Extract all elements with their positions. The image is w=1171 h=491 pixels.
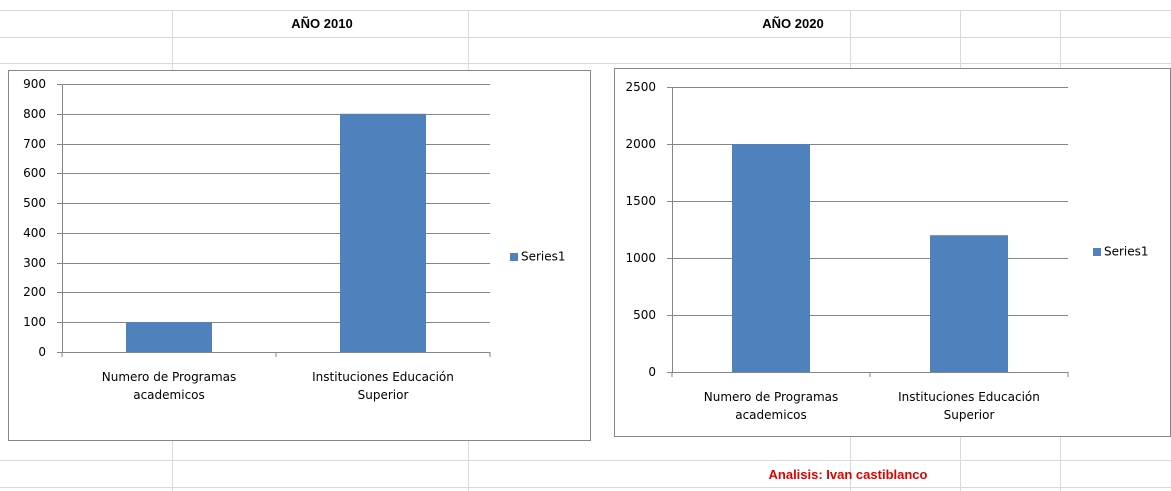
x-tick-label: Numero de Programas academicos: [101, 370, 237, 402]
y-tick-label: 2500: [625, 80, 656, 94]
y-tick-label: 900: [23, 77, 46, 91]
chart-area: [8, 70, 591, 441]
header: AÑO 2010: [291, 16, 353, 31]
y-tick-label: 300: [23, 256, 46, 270]
y-tick-label: 700: [23, 137, 46, 151]
y-tick-label: 0: [648, 365, 656, 379]
y-tick-label: 200: [23, 285, 46, 299]
x-tick-label: Numero de Programas academicos: [703, 390, 839, 422]
y-tick-label: 2000: [625, 137, 656, 151]
y-tick-label: 800: [23, 107, 46, 121]
y-tick-label: 0: [38, 345, 46, 359]
y-tick-label: 500: [633, 308, 656, 322]
x-tick-label: Instituciones Educación Superior: [312, 370, 454, 402]
y-tick-label: 100: [23, 315, 46, 329]
bar: [732, 144, 810, 372]
legend-label: Series1: [521, 250, 566, 264]
bar: [930, 235, 1008, 372]
footer-note: Analisis: Ivan castiblanco: [768, 467, 928, 482]
chart-area: [614, 68, 1171, 437]
legend-label: Series1: [1104, 245, 1149, 259]
y-tick-label: 1500: [625, 194, 656, 208]
x-tick-label: Instituciones Educación Superior: [898, 390, 1040, 422]
y-tick-label: 600: [23, 166, 46, 180]
bar: [340, 113, 426, 353]
bar: [126, 322, 212, 352]
y-tick-label: 500: [23, 196, 46, 210]
header: AÑO 2020: [762, 16, 824, 31]
y-tick-label: 1000: [625, 251, 656, 265]
y-tick-label: 400: [23, 226, 46, 240]
legend-swatch: [510, 253, 518, 261]
legend-swatch: [1093, 248, 1101, 256]
